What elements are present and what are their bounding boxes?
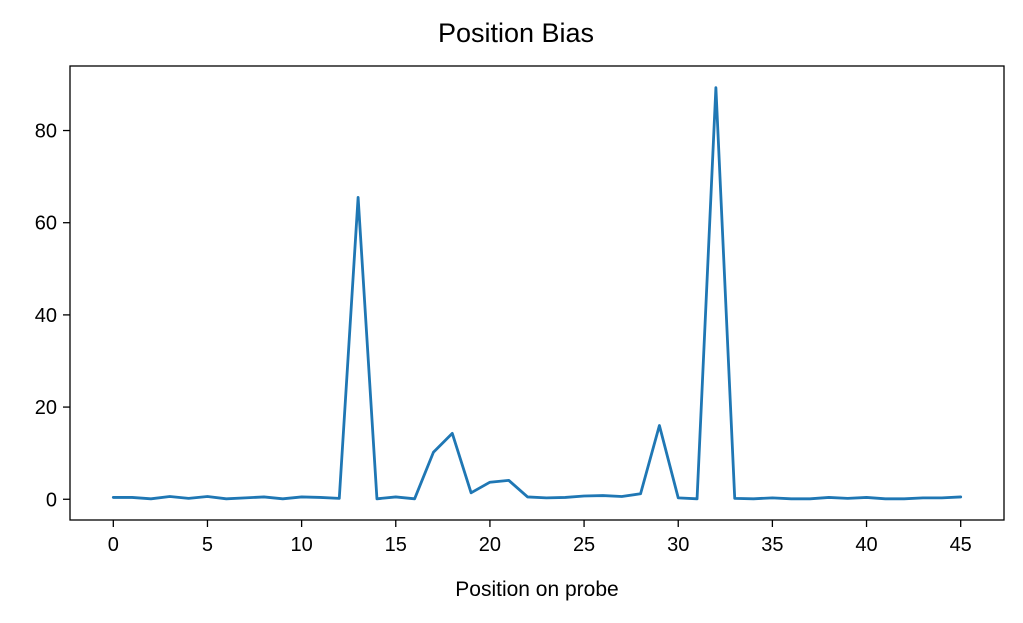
y-tick-label: 80: [35, 121, 57, 143]
y-axis: 0 20 40 60 80: [35, 121, 70, 511]
y-tick-label: 20: [35, 397, 57, 419]
chart-title: Position Bias: [438, 18, 594, 48]
x-tick-label: 35: [761, 534, 783, 556]
x-axis-label: Position on probe: [455, 578, 618, 601]
x-tick-label: 20: [479, 534, 501, 556]
series-line: [111, 86, 963, 501]
y-tick-label: 0: [46, 489, 57, 511]
y-tick-label: 40: [35, 305, 57, 327]
x-tick-label: 15: [385, 534, 407, 556]
x-tick-label: 40: [855, 534, 877, 556]
x-tick-label: 25: [573, 534, 595, 556]
x-tick-label: 10: [290, 534, 312, 556]
y-tick-label: 60: [35, 213, 57, 235]
series-layer: [111, 86, 963, 501]
x-tick-label: 0: [108, 534, 119, 556]
x-tick-label: 45: [950, 534, 972, 556]
plot-frame: [69, 65, 1005, 521]
x-tick-label: 5: [202, 534, 213, 556]
x-axis: 0 5 10 15 20 25 30 35 40 45: [108, 520, 972, 556]
x-tick-label: 30: [667, 534, 689, 556]
